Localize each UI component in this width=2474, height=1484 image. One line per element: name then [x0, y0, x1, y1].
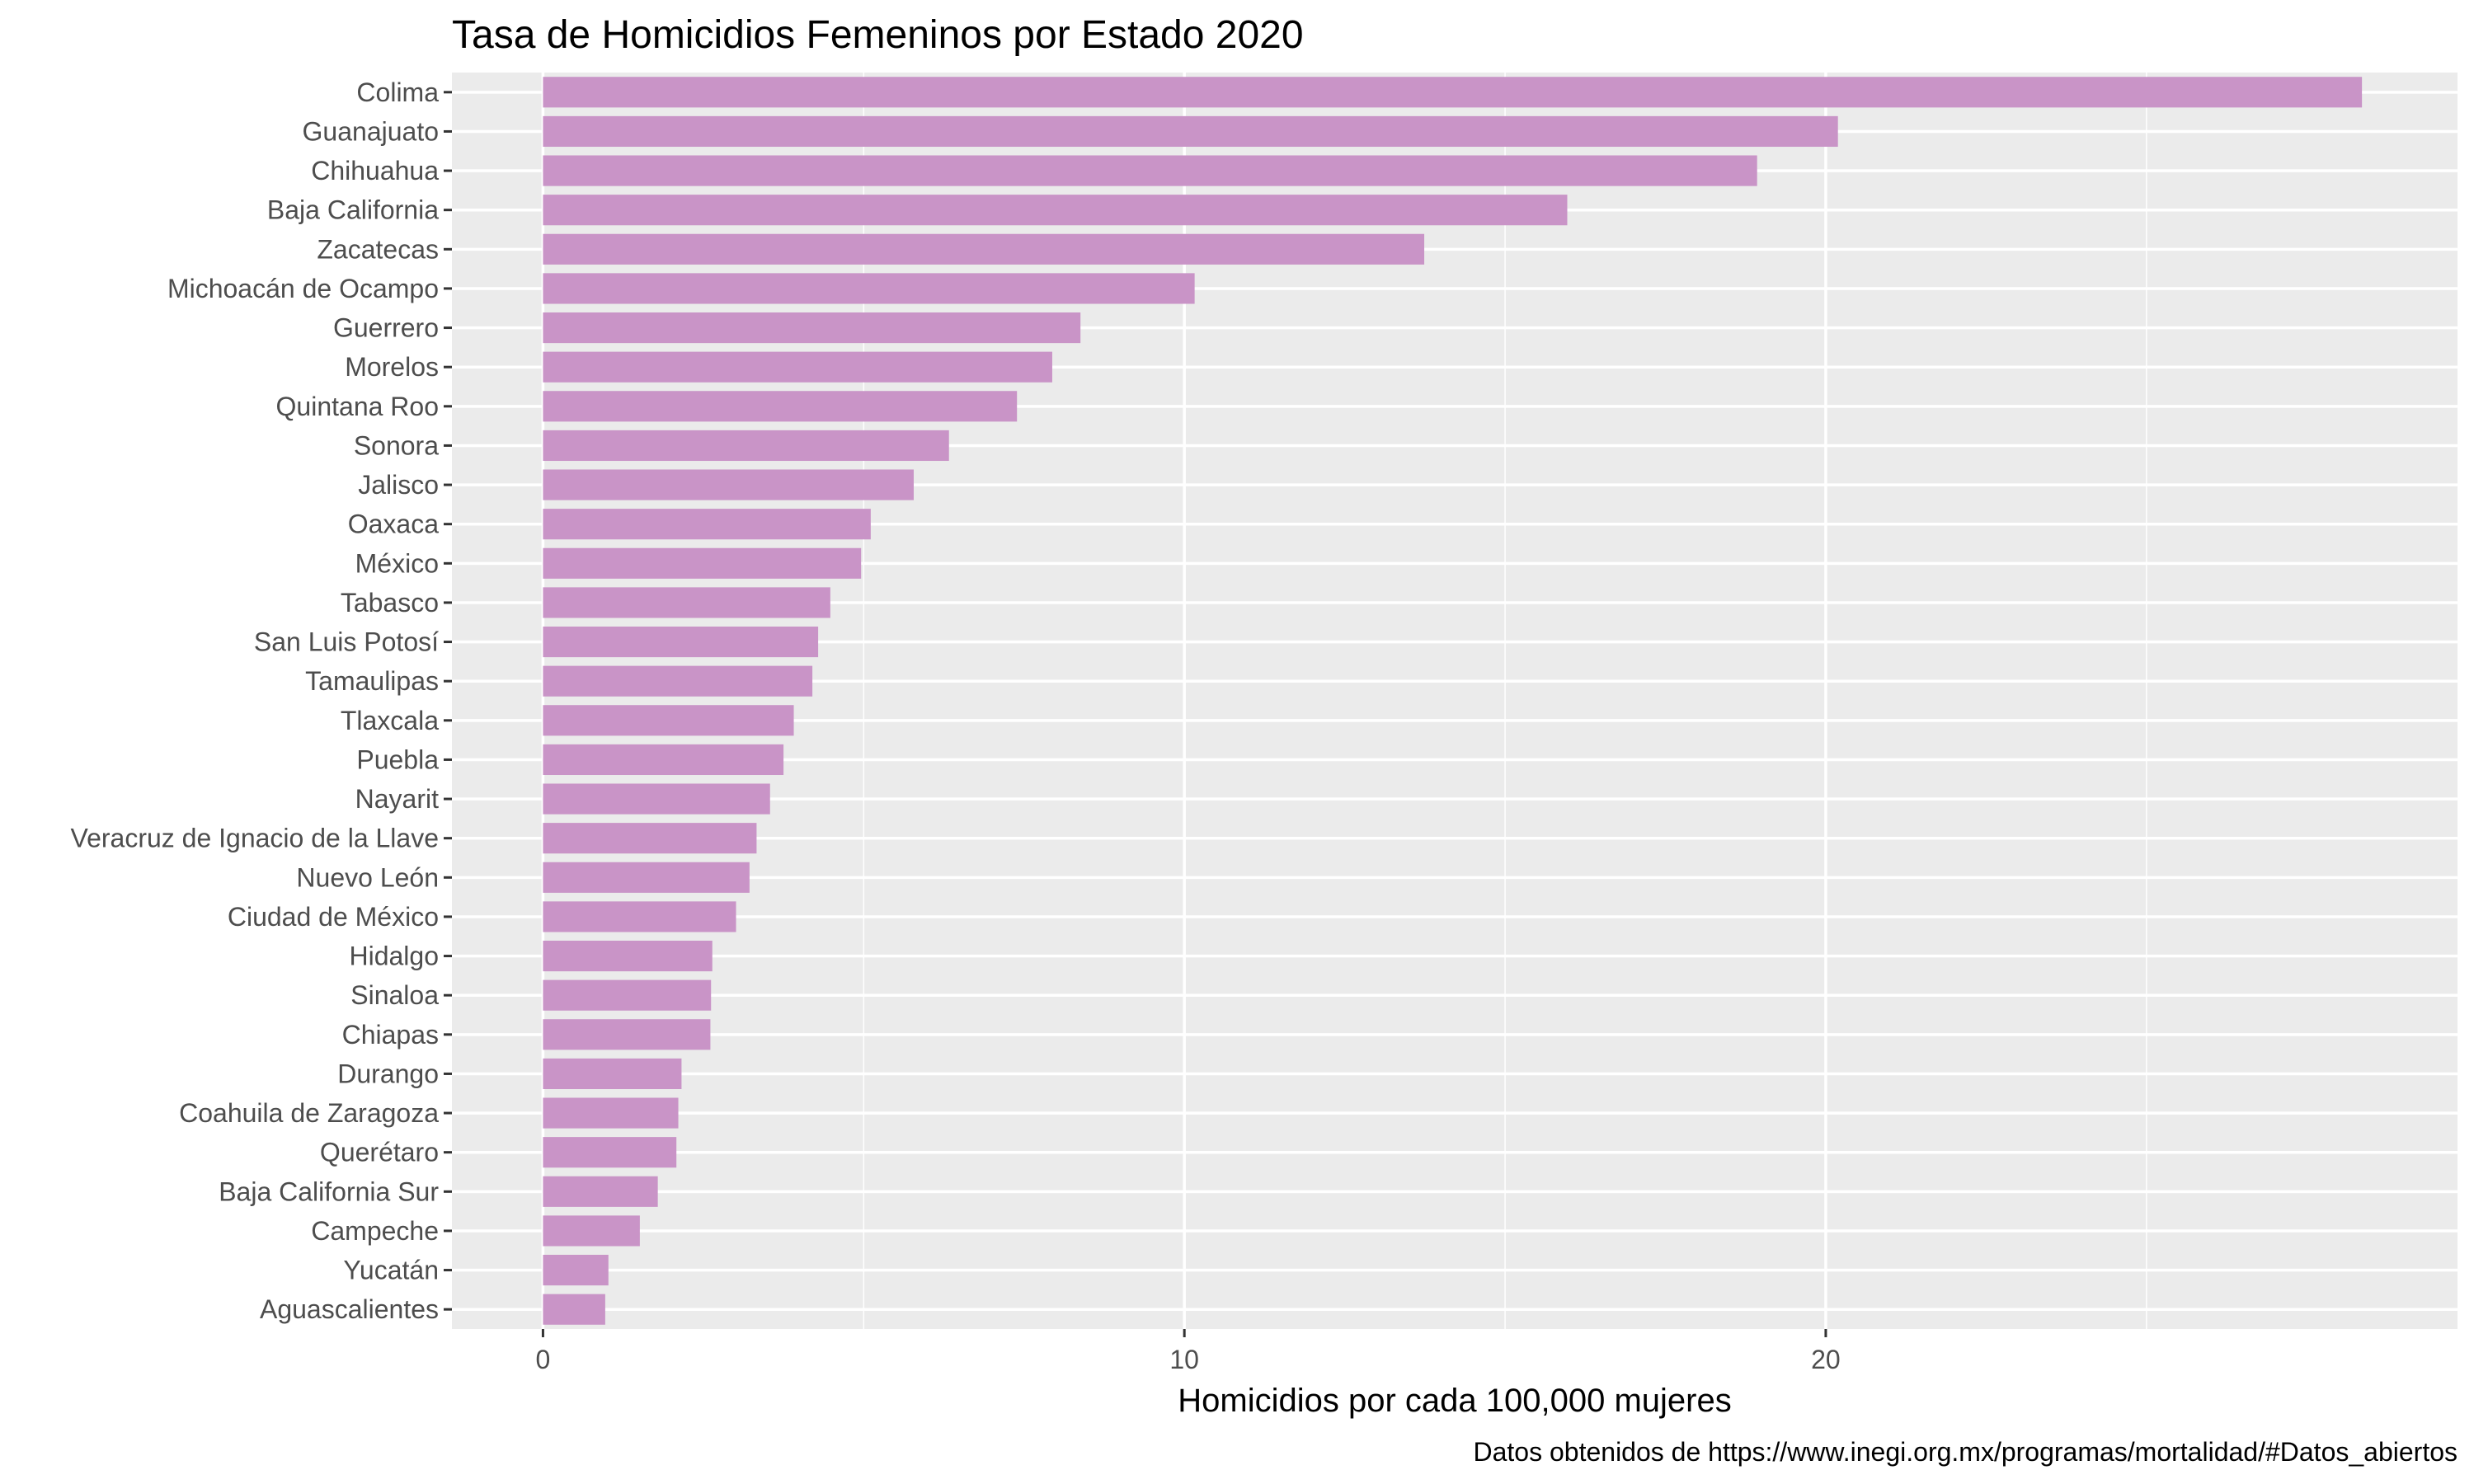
x-tick-label: 10	[1169, 1345, 1199, 1374]
bars	[543, 77, 2363, 1325]
y-tick-label: Guanajuato	[303, 116, 439, 146]
x-axis: 0 10 20	[536, 1329, 1841, 1374]
bar	[543, 1137, 677, 1168]
bar	[543, 312, 1081, 344]
bar	[543, 940, 713, 972]
bar	[543, 979, 712, 1011]
y-tick-label: Campeche	[311, 1216, 439, 1246]
bar	[543, 195, 1568, 226]
y-tick-label: Durango	[337, 1059, 439, 1088]
y-tick-label: Guerrero	[333, 313, 439, 343]
y-tick-label: Nayarit	[355, 784, 439, 814]
y-tick-label: Quintana Roo	[276, 392, 439, 421]
bar	[543, 1215, 640, 1247]
x-tick-label: 0	[536, 1345, 551, 1374]
y-tick-label: Sonora	[354, 430, 439, 460]
bar	[543, 233, 1425, 265]
bar	[543, 469, 914, 500]
bar	[543, 1019, 711, 1050]
y-tick-label: Ciudad de México	[228, 902, 439, 932]
y-tick-label: Baja California Sur	[219, 1176, 439, 1206]
bar	[543, 1254, 609, 1286]
bar	[543, 391, 1018, 422]
bar	[543, 273, 1195, 304]
bar	[543, 901, 736, 932]
y-tick-label: Veracruz de Ignacio de la Llave	[70, 824, 439, 853]
bar	[543, 155, 1757, 186]
bar	[543, 1058, 682, 1090]
y-tick-label: Puebla	[356, 744, 439, 774]
y-tick-label: Baja California	[267, 195, 439, 225]
bar	[543, 783, 770, 815]
y-tick-label: Chiapas	[342, 1020, 439, 1050]
y-tick-label: Colima	[356, 77, 439, 107]
bar	[543, 115, 1838, 148]
bar	[543, 509, 871, 540]
x-tick-label: 20	[1811, 1345, 1841, 1374]
y-tick-label: Coahuila de Zaragoza	[179, 1098, 439, 1128]
y-tick-label: Jalisco	[358, 470, 439, 500]
y-tick-label: San Luis Potosí	[254, 627, 439, 657]
y-tick-label: Michoacán de Ocampo	[167, 274, 439, 303]
y-tick-label: Aguascalientes	[260, 1294, 439, 1324]
y-tick-label: Sinaloa	[350, 980, 439, 1010]
y-tick-label: Zacatecas	[317, 234, 439, 264]
bar	[543, 1097, 679, 1129]
bar	[543, 626, 819, 658]
bar	[543, 587, 830, 618]
y-tick-label: México	[355, 548, 439, 578]
bar	[543, 862, 750, 893]
bar	[543, 547, 862, 579]
y-tick-label: Nuevo León	[296, 862, 439, 892]
y-tick-label: Tlaxcala	[341, 706, 439, 735]
y-tick-label: Oaxaca	[348, 510, 439, 539]
y-axis: Colima Guanajuato Chihuahua Baja California…	[70, 77, 452, 1324]
bar	[543, 705, 794, 736]
bar	[543, 823, 757, 854]
chart-title: Tasa de Homicidios Femeninos por Estado …	[452, 13, 1304, 57]
bar	[543, 1176, 658, 1207]
y-tick-label: Chihuahua	[311, 156, 439, 186]
y-tick-label: Hidalgo	[349, 942, 439, 971]
y-tick-label: Morelos	[345, 352, 439, 382]
bar	[543, 351, 1052, 383]
chart-caption: Datos obtenidos de https://www.inegi.org…	[1474, 1437, 2458, 1467]
bar	[543, 1294, 605, 1325]
bar	[543, 430, 949, 462]
bar	[543, 665, 813, 697]
y-tick-label: Querétaro	[320, 1138, 439, 1167]
y-tick-label: Tabasco	[341, 588, 439, 618]
y-tick-label: Yucatán	[343, 1256, 439, 1285]
bar	[543, 744, 784, 776]
y-tick-label: Tamaulipas	[305, 666, 439, 696]
bar	[543, 77, 2363, 108]
x-axis-label: Homicidios por cada 100,000 mujeres	[1178, 1383, 1731, 1419]
